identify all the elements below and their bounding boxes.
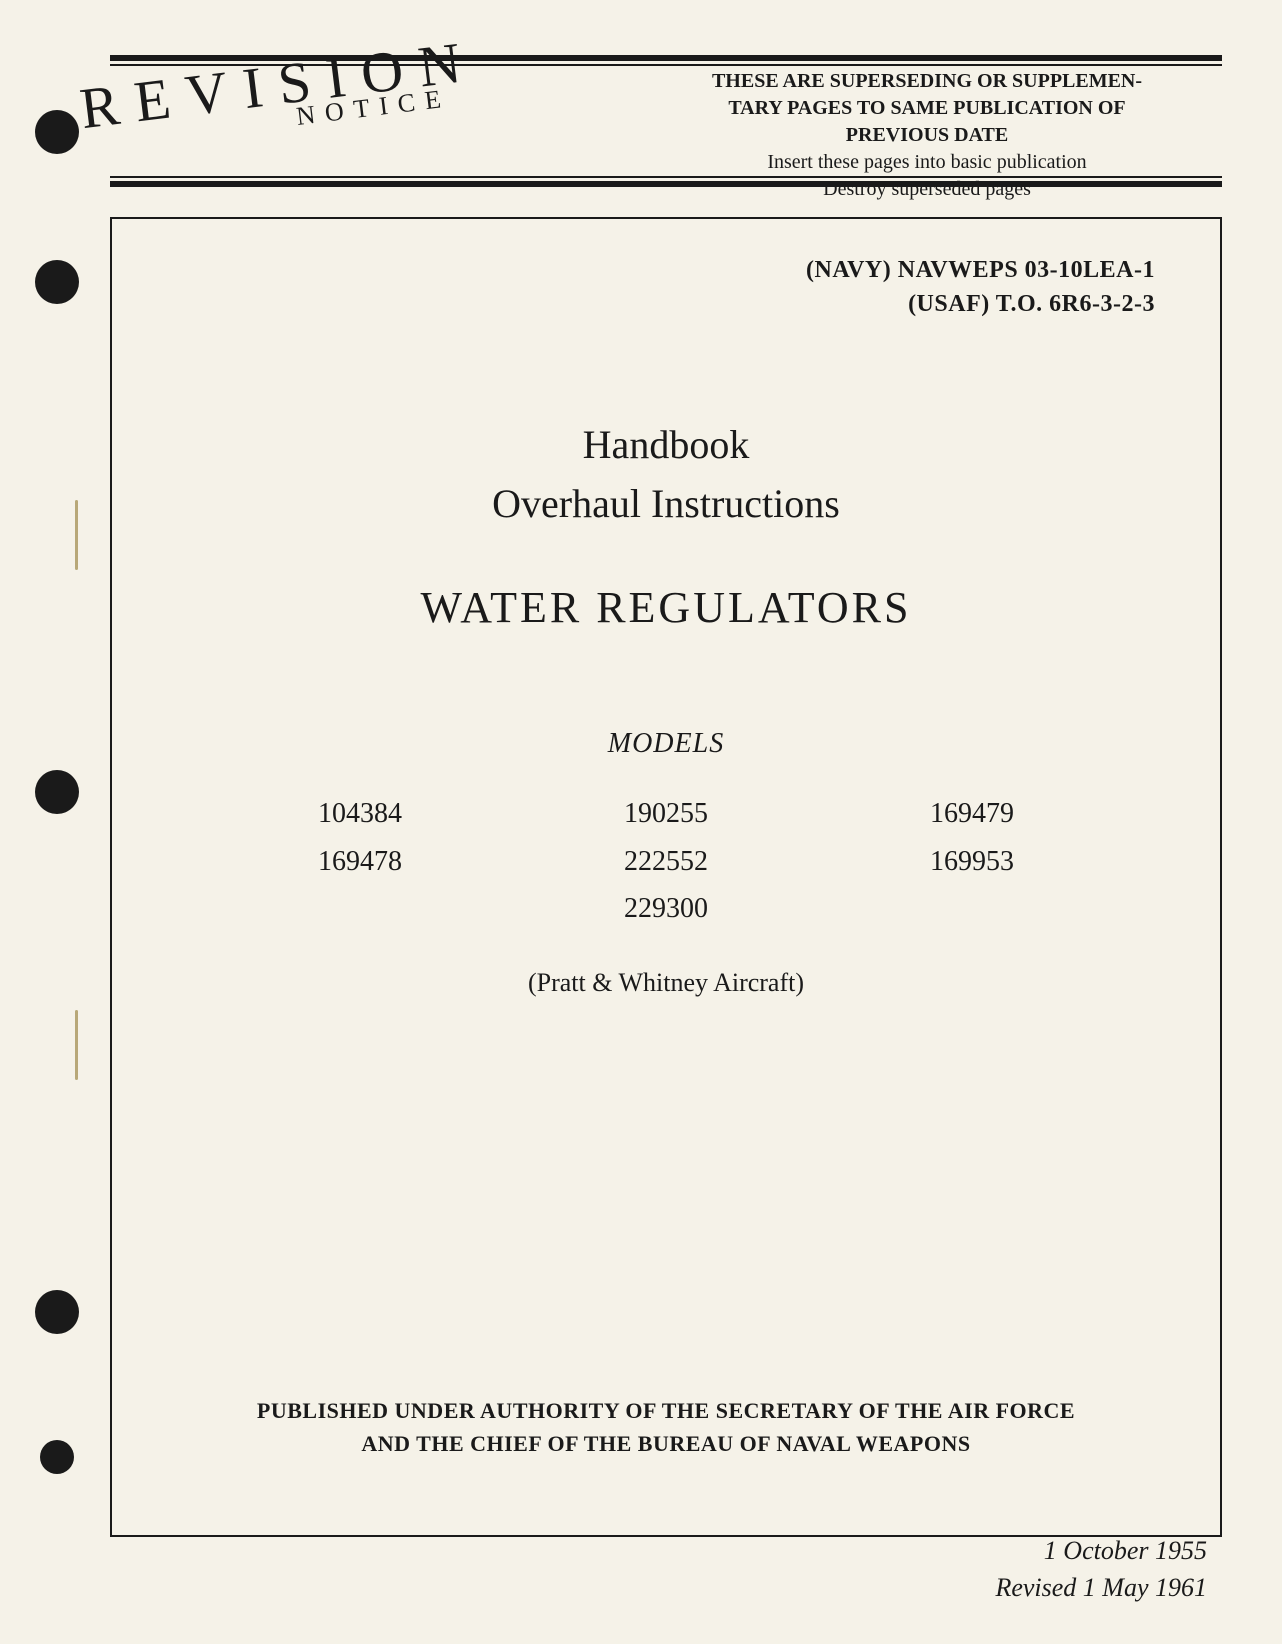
superseding-line: THESE ARE SUPERSEDING OR SUPPLEMEN- (642, 68, 1212, 95)
model-number: 169478 (207, 838, 513, 886)
original-date: 1 October 1955 (995, 1533, 1207, 1569)
model-number: 229300 (513, 885, 819, 933)
hole-punch (35, 110, 79, 154)
authority-line: AND THE CHIEF OF THE BUREAU OF NAVAL WEA… (162, 1427, 1170, 1460)
model-number: 169953 (819, 838, 1125, 886)
hole-punch (35, 1290, 79, 1334)
models-col-1: 104384 169478 (207, 790, 513, 933)
hole-punch (35, 770, 79, 814)
binding-mark (75, 1010, 78, 1080)
overhaul-label: Overhaul Instructions (177, 480, 1155, 527)
main-title: WATER REGULATORS (177, 582, 1155, 633)
models-col-3: 169479 169953 (819, 790, 1125, 933)
hole-punch (40, 1440, 74, 1474)
destroy-instruction: Destroy superseded pages (642, 176, 1212, 203)
handbook-label: Handbook (177, 421, 1155, 468)
superseding-line: TARY PAGES TO SAME PUBLICATION OF (642, 95, 1212, 122)
header-band: REVISION NOTICE THESE ARE SUPERSEDING OR… (110, 66, 1222, 176)
revision-notice-stamp: REVISION NOTICE (76, 27, 482, 158)
models-label: MODELS (177, 728, 1155, 760)
manufacturer: (Pratt & Whitney Aircraft) (177, 968, 1155, 998)
models-col-2: 190255 222552 229300 (513, 790, 819, 933)
model-number: 104384 (207, 790, 513, 838)
model-number: 222552 (513, 838, 819, 886)
model-number: 169479 (819, 790, 1125, 838)
usaf-doc-id: (USAF) T.O. 6R6-3-2-3 (177, 288, 1155, 322)
superseding-line: PREVIOUS DATE (642, 122, 1212, 149)
hole-punch (35, 260, 79, 304)
navy-doc-id: (NAVY) NAVWEPS 03-10LEA-1 (177, 254, 1155, 288)
models-section: MODELS 104384 169478 190255 222552 22930… (177, 728, 1155, 998)
revised-date: Revised 1 May 1961 (995, 1570, 1207, 1606)
publication-dates: 1 October 1955 Revised 1 May 1961 (995, 1533, 1207, 1606)
title-block: Handbook Overhaul Instructions WATER REG… (177, 421, 1155, 633)
binding-mark (75, 500, 78, 570)
models-grid: 104384 169478 190255 222552 229300 16947… (177, 790, 1155, 933)
main-content-box: (NAVY) NAVWEPS 03-10LEA-1 (USAF) T.O. 6R… (110, 217, 1222, 1537)
model-number: 190255 (513, 790, 819, 838)
document-identifiers: (NAVY) NAVWEPS 03-10LEA-1 (USAF) T.O. 6R… (177, 254, 1155, 321)
superseding-notice: THESE ARE SUPERSEDING OR SUPPLEMEN- TARY… (642, 68, 1212, 203)
authority-line: PUBLISHED UNDER AUTHORITY OF THE SECRETA… (162, 1394, 1170, 1427)
insert-instruction: Insert these pages into basic publicatio… (642, 149, 1212, 176)
publishing-authority: PUBLISHED UNDER AUTHORITY OF THE SECRETA… (112, 1394, 1220, 1460)
